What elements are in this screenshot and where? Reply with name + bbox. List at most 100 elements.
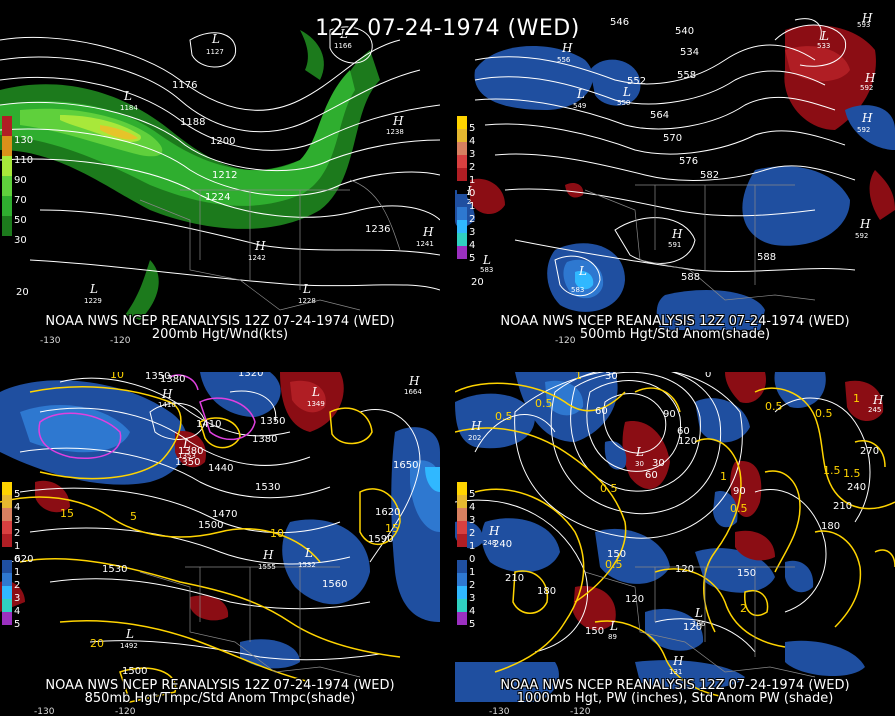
contour-label: 120 [678, 436, 697, 447]
contour-label: 1650 [393, 460, 418, 471]
height-contours-850 [19, 377, 421, 661]
panel-subcaption: 850mb Hgt/Tmpc/Std Anom Tmpc(shade) [84, 691, 356, 706]
contour-label: 150 [585, 626, 604, 637]
contour-label: 588 [757, 252, 776, 263]
contour-label: 1212 [212, 170, 237, 181]
contour-label: 1320 [238, 372, 263, 379]
lon-tick: -120 [570, 707, 591, 716]
center-value: 1555 [258, 563, 276, 571]
contour-label: 1224 [205, 192, 230, 203]
lon-tick: -120 [115, 707, 136, 716]
high-center: H [861, 111, 873, 125]
contour-label: 1410 [196, 419, 221, 430]
contour-label: 240 [847, 482, 866, 493]
contour-label: 270 [860, 446, 879, 457]
high-center: H [161, 387, 173, 401]
pressure-centers-1000: H 202 H 248 L 30 H 245 L 89 H 131 L 106 [468, 393, 884, 676]
contour-label: 60 [645, 470, 658, 481]
center-value: 591 [668, 241, 681, 249]
map-500mb: 546 540 534 552 558 564 570 576 582 588 … [455, 11, 895, 345]
legend-label: 130 [14, 135, 34, 146]
contour-label: 60 [595, 406, 608, 417]
contour-label: 1200 [210, 136, 235, 147]
center-value: 583 [571, 286, 584, 294]
contour-label: 1440 [208, 463, 233, 474]
temp-label: 15 [385, 522, 399, 535]
legend-label: 5 [469, 253, 476, 264]
high-center: H [864, 71, 876, 85]
legend-label: 30 [14, 235, 27, 246]
center-value: 1349 [307, 400, 325, 408]
center-value: 1410 [158, 401, 176, 409]
high-center: H [470, 419, 482, 433]
low-center: L [609, 619, 618, 633]
legend-label: 5 [469, 619, 476, 630]
contour-label: 1590 [368, 534, 393, 545]
contour-label: 180 [537, 586, 556, 597]
legend-label: 1 [469, 541, 476, 552]
contour-label: 210 [833, 501, 852, 512]
low-center: L [125, 627, 134, 641]
lon-tick: -120 [110, 336, 131, 345]
geo-borders [584, 566, 816, 678]
center-value: 1229 [84, 297, 102, 305]
contour-label: 576 [679, 156, 698, 167]
legend-label: 0 [14, 554, 21, 565]
center-value: 1492 [120, 642, 138, 650]
pressure-centers-200: L 1127 L 1184 L 1166 H 1238 H 1242 H 124… [84, 27, 434, 305]
contour-label: 1188 [180, 117, 205, 128]
lon-tick: -130 [34, 707, 55, 716]
low-center: L [694, 606, 703, 620]
legend-label: 2 [469, 162, 476, 173]
contour-label: 30 [652, 458, 665, 469]
center-value: 1664 [404, 388, 422, 396]
center-value: 1532 [298, 561, 316, 569]
panel-subcaption: 200mb Hgt/Wnd(kts) [151, 327, 289, 342]
panel-1000mb: 30 0 60 90 120 60 30 60 90 270 240 210 1… [455, 372, 895, 716]
contour-label: 20 [471, 277, 484, 288]
center-value: 245 [868, 406, 881, 414]
lon-tick: -130 [40, 336, 61, 345]
contour-label: 1350 [175, 457, 200, 468]
legend-label: 1 [14, 567, 21, 578]
low-center: L [302, 282, 311, 296]
legend-label: 5 [14, 489, 21, 500]
center-value: 592 [860, 84, 873, 92]
wind-jet-shading [0, 30, 380, 320]
temp-label: 10 [270, 527, 284, 540]
center-value: 1184 [120, 104, 138, 112]
geo-borders [584, 184, 816, 301]
panel-subcaption: 500mb Hgt/Std Anom(shade) [579, 327, 771, 342]
temp-label: 15 [60, 507, 74, 520]
contour-label: 1620 [8, 554, 33, 565]
pw-label: 0.5 [765, 400, 783, 413]
contour-label: 1500 [122, 666, 147, 677]
contour-label: 120 [683, 622, 702, 633]
legend-label: 70 [14, 195, 27, 206]
legend-label: 4 [14, 502, 21, 513]
high-center: H [488, 524, 500, 538]
contour-label: 588 [681, 272, 700, 283]
contour-label: 150 [737, 568, 756, 579]
legend-label: 110 [14, 155, 34, 166]
height-contours-500 [474, 18, 856, 297]
low-center: L [622, 85, 631, 99]
panel-caption: NOAA NWS NCEP REANALYSIS 12Z 07-24-1974 … [500, 314, 850, 329]
contour-label: 20 [16, 287, 29, 298]
pw-label: 0.5 [600, 482, 618, 495]
legend-label: 2 [14, 580, 21, 591]
contour-label: 90 [663, 409, 676, 420]
legend-label: 4 [469, 502, 476, 513]
legend-label: 5 [469, 123, 476, 134]
center-value: 583 [480, 266, 493, 274]
contour-label: 1530 [255, 482, 280, 493]
low-center: L [576, 87, 585, 101]
labels-500: 546 540 534 552 558 564 570 576 582 588 … [471, 17, 776, 345]
center-value: 592 [857, 126, 870, 134]
legend-label: 50 [14, 215, 27, 226]
geo-borders [139, 179, 401, 311]
high-center: H [422, 225, 434, 239]
legend-label: 0 [469, 554, 476, 565]
panel-subcaption: 1000mb Hgt, PW (inches), Std Anom PW (sh… [516, 691, 834, 706]
